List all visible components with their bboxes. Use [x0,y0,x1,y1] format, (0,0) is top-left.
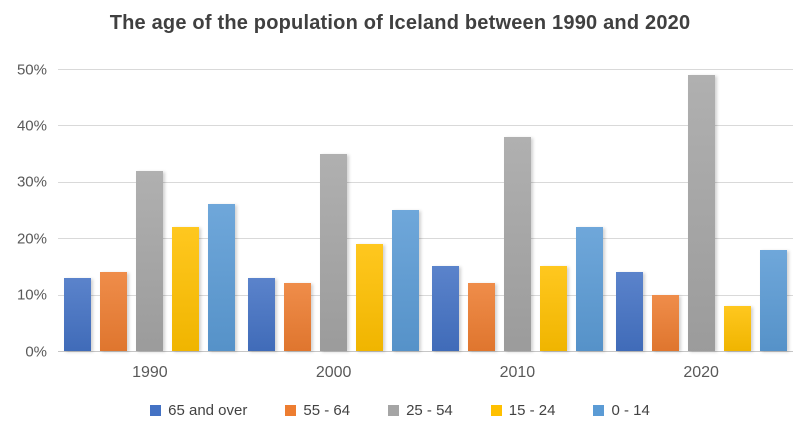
y-tick-label-0%: 0% [25,343,47,360]
y-tick-label-30%: 30% [16,173,47,191]
bar-2020-25-54 [687,74,715,351]
bar-2000-65-and-over [248,277,276,351]
legend-swatch-65-and-over [150,405,162,416]
bar-1990-15-24 [172,226,200,351]
bar-2000-55-64 [284,283,312,351]
y-tick-label-20%: 20% [16,230,47,248]
legend-label-65-and-over: 65 and over [168,402,248,419]
legend-swatch-25-54 [388,405,400,416]
gridline-50%: 50% [17,61,793,78]
gridline-30%: 30% [17,174,793,191]
bar-groups [58,69,793,351]
bar-2020-15-24 [723,305,751,351]
x-label-2010: 2010 [499,364,536,381]
gridline-10%: 10% [17,287,793,304]
bar-1990-65-and-over [64,277,92,351]
bar-1990-0-14 [208,204,236,351]
legend-item-15-24: 15 - 24 [490,402,556,419]
legend-label-55-64: 55 - 64 [303,402,351,419]
bar-2010-55-64 [467,283,495,351]
plot-area: 0% 10% 20% 30% 40% 50% [17,61,793,360]
bar-2020-65-and-over [615,272,643,351]
bar-2000-25-54 [320,153,348,351]
legend-item-65-and-over: 65 and over [150,402,247,419]
y-tick-label-50%: 50% [16,61,47,78]
legend-item-0-14: 0 - 14 [593,402,650,419]
bar-2010-25-54 [503,136,531,351]
gridline-20%: 20% [17,230,793,247]
y-tick-label-10%: 10% [16,286,47,304]
bar-2000-15-24 [356,243,384,351]
bar-group-2000 [242,69,426,351]
legend-label-25-54: 25 - 54 [406,402,453,419]
x-label-1990: 1990 [132,364,168,381]
legend-item-25-54: 25 - 54 [388,402,453,419]
chart-title: The age of the population of Iceland bet… [109,12,691,34]
bar-group-1990 [58,69,242,351]
bar-2020-0-14 [759,249,787,351]
bar-2020-55-64 [651,294,679,351]
gridline-40%: 40% [17,117,793,134]
bar-1990-25-54 [136,170,164,351]
y-tick-label-40%: 40% [16,117,47,135]
legend-swatch-0-14 [593,405,605,416]
bar-2010-65-and-over [431,266,459,351]
bar-group-2020 [609,69,793,351]
bar-group-2010 [426,69,610,351]
bar-2010-0-14 [575,226,603,351]
bar-2000-0-14 [392,210,420,351]
x-label-2020: 2020 [683,364,719,381]
x-axis-labels: 1990 2000 2010 2020 [58,364,793,382]
bar-2010-15-24 [539,266,567,351]
legend-swatch-55-64 [285,405,297,416]
legend: 65 and over 55 - 64 25 - 54 15 - 24 0 - 14 [0,402,800,419]
x-axis-line: 0% [25,343,793,360]
x-label-2000: 2000 [315,364,352,381]
legend-swatch-15-24 [490,405,502,416]
bar-1990-55-64 [100,272,128,351]
legend-item-55-64: 55 - 64 [285,402,350,419]
legend-label-0-14: 0 - 14 [611,402,650,419]
legend-label-15-24: 15 - 24 [508,402,556,419]
